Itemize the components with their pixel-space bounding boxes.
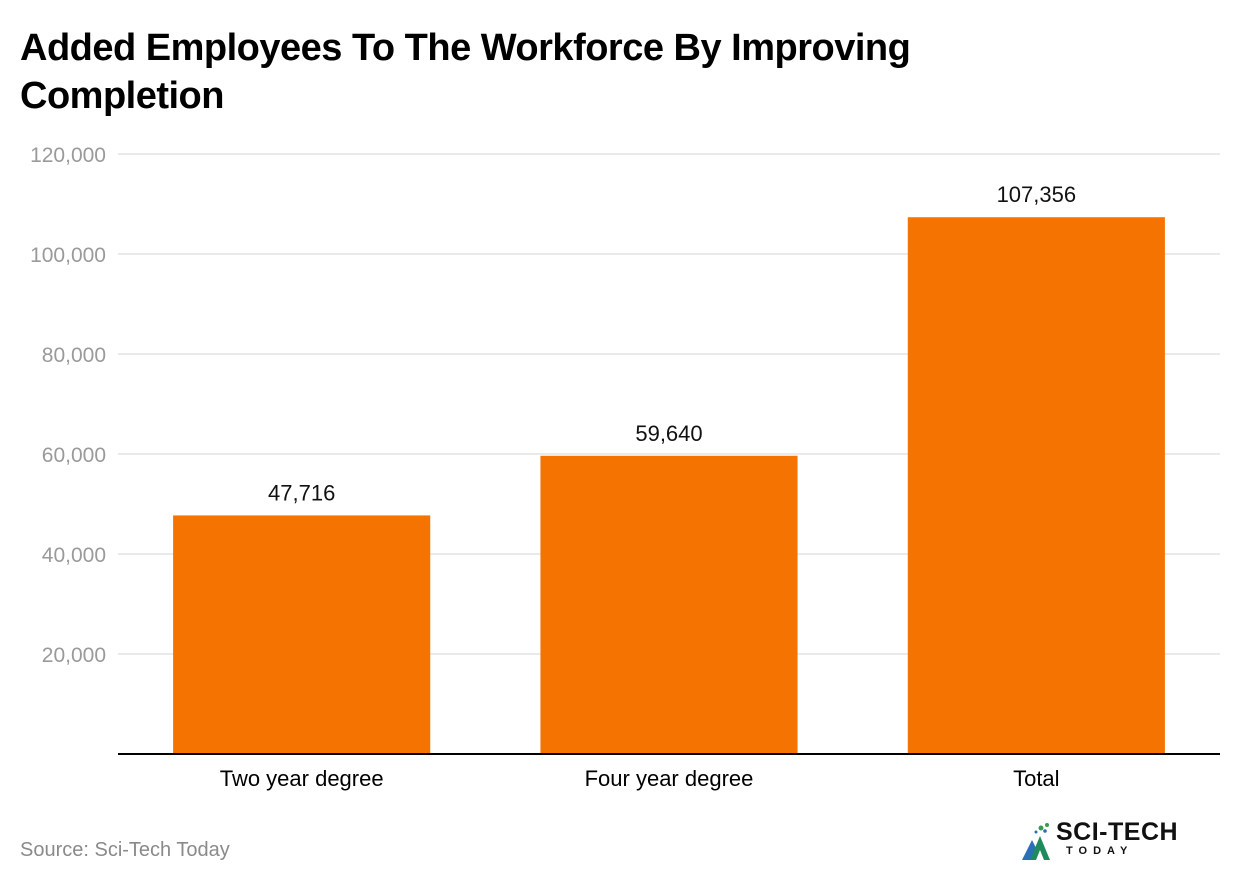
y-tick-label: 40,000 (42, 544, 106, 567)
y-tick-label: 80,000 (42, 344, 106, 367)
bar (173, 515, 431, 754)
y-tick-label: 20,000 (42, 644, 106, 667)
bars (173, 217, 1165, 755)
chart-title: Added Employees To The Workforce By Impr… (20, 27, 911, 117)
x-axis-category-labels: Two year degree Four year degree Total (220, 766, 1060, 791)
bar-value-label: 59,640 (635, 421, 702, 446)
x-category-label: Four year degree (585, 766, 754, 791)
bar (907, 217, 1165, 755)
logo-wordmark: SCI-TECH (1056, 818, 1179, 846)
source-note: Source: Sci-Tech Today (20, 839, 230, 861)
sci-tech-today-logo: SCI-TECH TODAY (1020, 818, 1200, 864)
bar (540, 455, 798, 754)
bar-value-label: 47,716 (268, 480, 335, 505)
logo-mark-icon (1022, 823, 1050, 860)
y-tick-label: 100,000 (30, 244, 106, 267)
bar-value-labels: 47,716 59,640 107,356 (268, 182, 1076, 505)
y-tick-label: 120,000 (30, 144, 106, 167)
y-axis-tick-labels: 20,000 40,000 60,000 80,000 100,000 120,000 (30, 144, 106, 667)
bar-value-label: 107,356 (997, 182, 1077, 207)
y-tick-label: 60,000 (42, 444, 106, 467)
logo-subtext: TODAY (1066, 845, 1134, 857)
x-category-label: Total (1013, 766, 1059, 791)
x-category-label: Two year degree (220, 766, 384, 791)
